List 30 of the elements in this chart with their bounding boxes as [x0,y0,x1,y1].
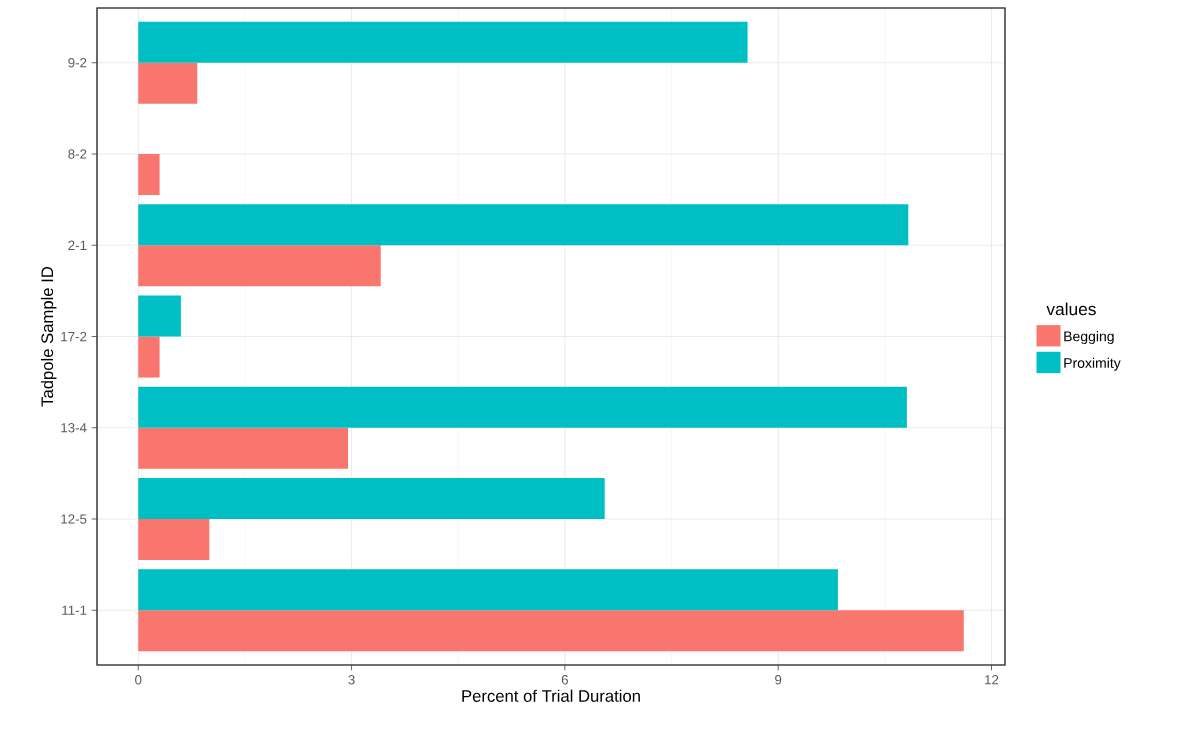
x-tick-label: 9 [775,675,782,685]
x-tick-label: 12 [985,675,999,685]
bar [138,336,160,378]
bar [138,295,181,337]
y-tick-label: 13-4 [61,423,87,433]
bar [138,21,748,63]
x-tick-label: 3 [348,675,355,685]
y-tick-label: 9-2 [68,58,87,68]
bar [138,610,964,652]
bar [138,569,838,611]
y-tick-label: 2-1 [68,240,87,250]
bar [138,245,381,287]
bar [138,204,909,246]
bar [138,154,160,196]
bar [138,62,198,104]
legend-label: Begging [1064,331,1114,345]
bar [138,386,907,428]
y-tick-label: 8-2 [68,149,87,159]
x-axis-title: Percent of Trial Duration [462,689,640,702]
bar [138,477,605,520]
legend-title: values [1046,302,1096,316]
x-tick-label: 0 [135,675,142,685]
y-tick-label: 12-5 [61,514,87,524]
legend-label: Proximity [1064,357,1121,371]
y-tick-label: 11-1 [62,605,87,615]
y-tick-label: 17-2 [61,331,87,342]
bar [138,427,349,469]
bar [138,519,210,561]
y-axis-title: Tadpole Sample ID [40,266,57,407]
x-tick-label: 6 [561,675,568,685]
